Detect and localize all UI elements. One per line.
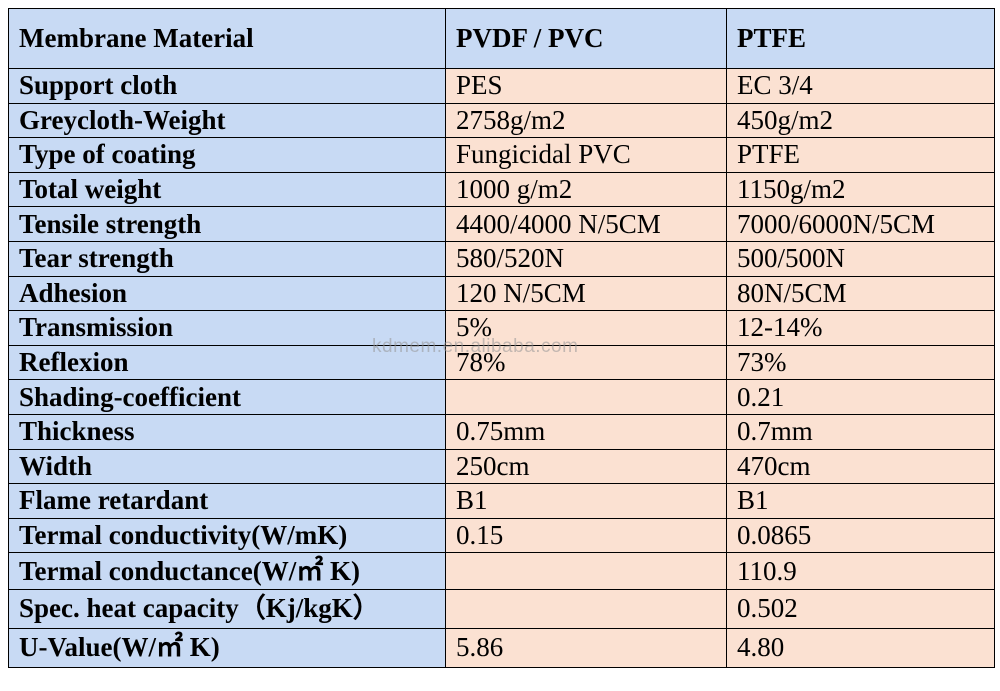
header-ptfe: PTFE xyxy=(726,8,995,69)
table-row: Flame retardant B1 B1 xyxy=(8,483,995,519)
table-row: Greycloth-Weight 2758g/m2 450g/m2 xyxy=(8,102,995,139)
row-label: Flame retardant xyxy=(8,483,446,519)
table-row: Reflexion 78% 73% xyxy=(8,344,995,381)
row-label: Tear strength xyxy=(8,240,446,277)
ptfe-value: 1150g/m2 xyxy=(726,171,995,208)
table-row: Shading-coefficient 0.21 xyxy=(8,379,995,415)
table-row: Width 250cm 470cm xyxy=(8,448,995,485)
pvdf-pvc-value: Fungicidal PVC xyxy=(445,137,727,173)
pvdf-pvc-value: 2758g/m2 xyxy=(445,102,727,139)
header-pvdf-pvc: PVDF / PVC xyxy=(445,8,727,69)
ptfe-value: 7000/6000N/5CM xyxy=(726,206,995,242)
pvdf-pvc-value: 250cm xyxy=(445,448,727,485)
membrane-spec-table: Membrane Material PVDF / PVC PTFE Suppor… xyxy=(8,8,995,668)
ptfe-value: 73% xyxy=(726,344,995,381)
pvdf-pvc-value: 5.86 xyxy=(445,627,727,668)
pvdf-pvc-value xyxy=(445,552,727,590)
table-row: U-Value(W/㎡ K) 5.86 4.80 xyxy=(8,627,995,668)
pvdf-pvc-value xyxy=(445,379,727,415)
pvdf-pvc-value: 0.15 xyxy=(445,517,727,554)
ptfe-value: 0.0865 xyxy=(726,517,995,554)
row-label: Tensile strength xyxy=(8,206,446,242)
ptfe-value: 0.502 xyxy=(726,588,995,629)
ptfe-value: 4.80 xyxy=(726,627,995,668)
table-row: Type of coating Fungicidal PVC PTFE xyxy=(8,137,995,173)
pvdf-pvc-value: 1000 g/m2 xyxy=(445,171,727,208)
table-row: Thickness 0.75mm 0.7mm xyxy=(8,413,995,450)
row-label: Adhesion xyxy=(8,275,446,312)
row-label: Termal conductance(W/㎡ K) xyxy=(8,552,446,590)
row-label: Shading-coefficient xyxy=(8,379,446,415)
row-label: Spec. heat capacity（Kj/kgK） xyxy=(8,588,446,629)
header-membrane-material: Membrane Material xyxy=(8,8,446,69)
row-label: Reflexion xyxy=(8,344,446,381)
pvdf-pvc-value: 4400/4000 N/5CM xyxy=(445,206,727,242)
pvdf-pvc-value: 78% xyxy=(445,344,727,381)
ptfe-value: 470cm xyxy=(726,448,995,485)
table-row: Termal conductivity(W/mK) 0.15 0.0865 xyxy=(8,517,995,554)
table-row: Termal conductance(W/㎡ K) 110.9 xyxy=(8,552,995,590)
table-row: Spec. heat capacity（Kj/kgK） 0.502 xyxy=(8,588,995,629)
ptfe-value: 80N/5CM xyxy=(726,275,995,312)
ptfe-value: 0.7mm xyxy=(726,413,995,450)
table-row: Support cloth PES EC 3/4 xyxy=(8,68,995,104)
ptfe-value: 500/500N xyxy=(726,240,995,277)
ptfe-value: 450g/m2 xyxy=(726,102,995,139)
row-label: Total weight xyxy=(8,171,446,208)
spec-table-container: Membrane Material PVDF / PVC PTFE Suppor… xyxy=(8,8,995,668)
pvdf-pvc-value: 5% xyxy=(445,310,727,346)
row-label: U-Value(W/㎡ K) xyxy=(8,627,446,668)
pvdf-pvc-value: 580/520N xyxy=(445,240,727,277)
row-label: Width xyxy=(8,448,446,485)
table-row: Adhesion 120 N/5CM 80N/5CM xyxy=(8,275,995,312)
table-row: Tear strength 580/520N 500/500N xyxy=(8,240,995,277)
pvdf-pvc-value: B1 xyxy=(445,483,727,519)
row-label: Greycloth-Weight xyxy=(8,102,446,139)
ptfe-value: B1 xyxy=(726,483,995,519)
table-row: Transmission 5% 12-14% xyxy=(8,310,995,346)
row-label: Termal conductivity(W/mK) xyxy=(8,517,446,554)
row-label: Support cloth xyxy=(8,68,446,104)
pvdf-pvc-value xyxy=(445,588,727,629)
ptfe-value: 12-14% xyxy=(726,310,995,346)
ptfe-value: PTFE xyxy=(726,137,995,173)
ptfe-value: EC 3/4 xyxy=(726,68,995,104)
ptfe-value: 110.9 xyxy=(726,552,995,590)
pvdf-pvc-value: PES xyxy=(445,68,727,104)
row-label: Transmission xyxy=(8,310,446,346)
table-row: Tensile strength 4400/4000 N/5CM 7000/60… xyxy=(8,206,995,242)
table-header-row: Membrane Material PVDF / PVC PTFE xyxy=(8,8,995,69)
row-label: Type of coating xyxy=(8,137,446,173)
pvdf-pvc-value: 0.75mm xyxy=(445,413,727,450)
row-label: Thickness xyxy=(8,413,446,450)
pvdf-pvc-value: 120 N/5CM xyxy=(445,275,727,312)
ptfe-value: 0.21 xyxy=(726,379,995,415)
table-row: Total weight 1000 g/m2 1150g/m2 xyxy=(8,171,995,208)
